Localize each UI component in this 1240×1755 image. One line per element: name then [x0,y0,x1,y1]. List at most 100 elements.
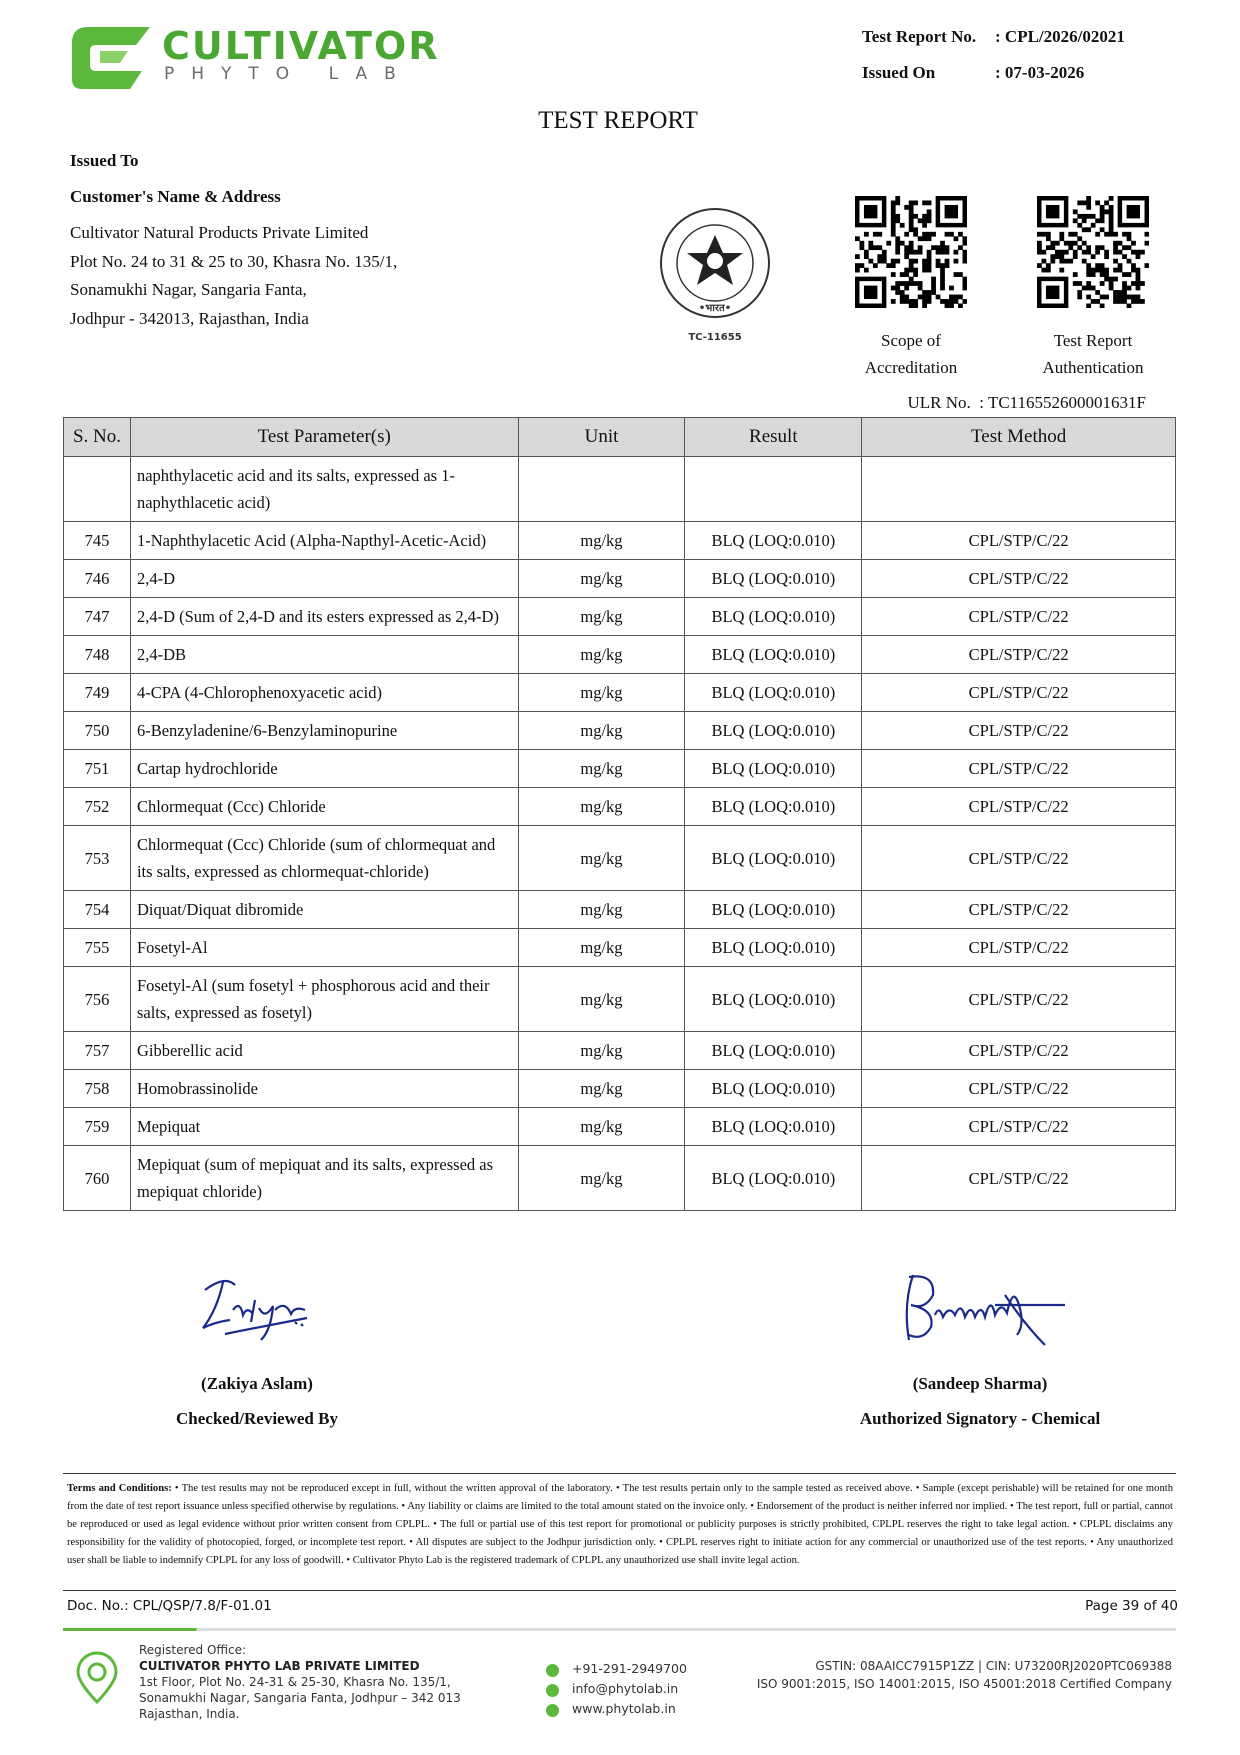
qr-module [1041,258,1047,264]
qr-module [890,209,896,215]
qr-module [1063,258,1069,264]
qr-module [1045,236,1051,242]
table-cell: 1-Naphthylacetic Acid (Alpha-Napthyl-Ace… [129,521,519,560]
qr-module [922,218,927,224]
qr-module [944,204,959,219]
qr-module [1126,204,1141,219]
qr-module [1072,272,1078,277]
table-cell: 757 [63,1031,131,1070]
qr-module [940,240,945,246]
table-cell: Gibberellic acid [129,1031,519,1070]
emblem-code: TC-11655 [688,332,742,343]
qr-module [962,276,967,282]
table-cell [63,456,131,522]
qr-module [953,258,959,264]
qr-module [953,299,959,304]
qr-module [1045,263,1051,268]
qr-module [913,258,919,264]
qr-module [895,240,901,246]
qr-module [949,231,954,237]
qr-module [1108,231,1114,237]
table-cell: 754 [63,890,131,929]
qr-module [1081,240,1087,246]
qr-module [1099,213,1105,219]
qr-module [1077,245,1083,251]
table-cell: 747 [63,597,131,636]
qr-module [877,245,883,251]
qr-module [1108,204,1114,210]
column-header: S. No. [63,417,131,457]
qr-module [1108,196,1114,201]
terms-rule [63,1590,1176,1591]
qr-module [1045,285,1060,300]
table-cell: BLQ (LOQ:0.010) [684,1145,863,1211]
table-cell: mg/kg [517,521,686,560]
qr-module [895,196,901,201]
qr-module [1104,254,1109,260]
qr-module [1077,290,1083,295]
table-cell: CPL/STP/C/22 [861,966,1176,1032]
qr-module [886,263,892,268]
qr-module [926,213,932,219]
table-cell: BLQ (LOQ:0.010) [684,559,863,598]
qr-module [1117,249,1123,255]
qr-module [926,267,932,273]
qr-module [926,263,932,268]
qr-module [1050,254,1056,260]
table-cell: mg/kg [517,966,686,1032]
qr-module [1104,249,1109,255]
table-cell: mg/kg [517,787,686,826]
qr-module [1113,299,1118,304]
contact-phone: +91-291-2949700 [572,1661,687,1676]
qr-module [1099,294,1105,300]
table-cell: 756 [63,966,131,1032]
qr-module [1050,240,1056,246]
column-header: Result [684,417,863,457]
qr-module [1054,240,1060,246]
qr-module [895,290,901,295]
results-table: S. No. Test Parameter(s) Unit Result Test Me… [63,417,1176,1211]
qr-module [926,299,932,304]
qr-module [855,236,860,242]
table-cell: 759 [63,1107,131,1146]
registered-label: Registered Office: [139,1643,247,1657]
column-header: Test Method [861,417,1176,457]
qr-module [1135,281,1141,286]
customer-line: Plot No. 24 to 31 & 25 to 30, Khasra No.… [70,251,398,271]
qr-module [908,209,914,215]
table-cell: BLQ (LOQ:0.010) [684,635,863,674]
qr-module [1131,263,1136,268]
qr-module [917,218,923,224]
table-cell: mg/kg [517,825,686,891]
table-cell: Chlormequat (Ccc) Chloride (sum of chlor… [129,825,519,891]
qr-module [895,281,901,286]
qr-module [1037,249,1042,255]
qr-module [1126,231,1132,237]
qr-module [1077,236,1083,242]
qr-module [1122,254,1127,260]
qr-module [926,231,932,237]
qr-module [1086,196,1092,201]
table-row: 759 Mepiquat mg/kg BLQ (LOQ:0.010) CPL/STP/C… [63,1107,1176,1146]
logo-mark [72,27,150,89]
qr-module [1131,299,1136,304]
table-cell: mg/kg [517,559,686,598]
qr-module [1068,231,1074,237]
table-cell: 749 [63,673,131,712]
qr-module [904,281,910,286]
issued-on: : 07-03-2026 [995,63,1085,82]
qr-module [1037,231,1042,237]
report-no: : CPL/2026/02021 [995,27,1125,46]
qr-module [1113,276,1118,282]
qr-module [863,231,869,237]
qr-module [953,294,959,300]
qr-module [917,245,923,251]
qr-module [935,249,941,255]
footer-rule [63,1628,1176,1631]
customer-line: Sonamukhi Nagar, Sangaria Fanta, [70,280,307,299]
column-header: Test Parameter(s) [129,417,519,457]
qr-module [881,254,887,260]
qr-module [958,245,963,251]
qr-module [962,281,967,286]
qr-module [1090,272,1096,277]
